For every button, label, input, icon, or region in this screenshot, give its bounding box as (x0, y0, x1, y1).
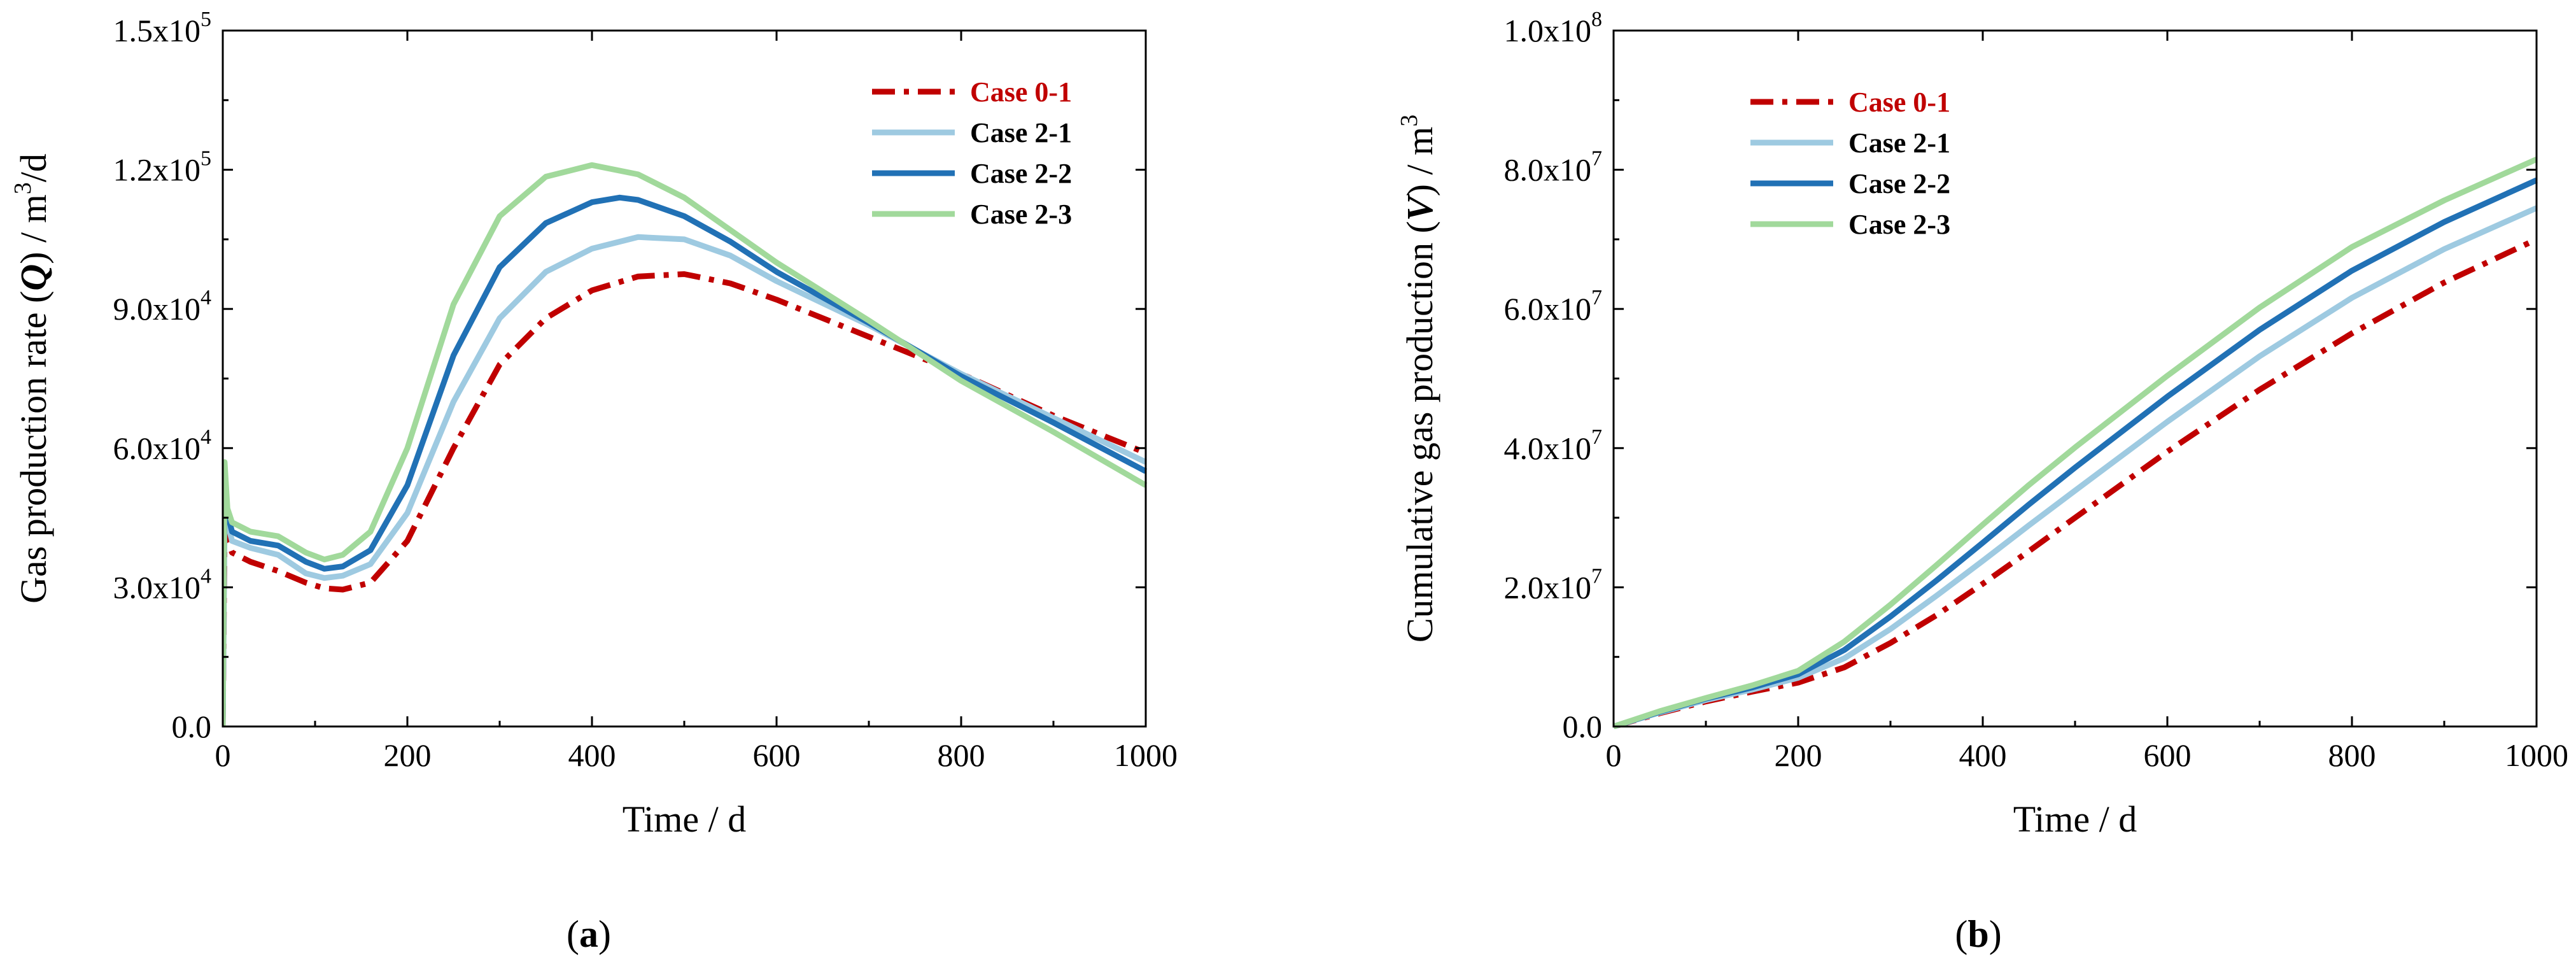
legend: Case 0-1 Case 2-1 Case 2-2 Case 2-3 (872, 76, 1072, 230)
legend-label: Case 2-3 (1848, 209, 1950, 240)
series-line-case-0-1 (1614, 236, 2538, 729)
x-axis-label: Time / d (2013, 798, 2137, 840)
y-axis-label: Cumulative gas production (V) / m3 (1396, 115, 1440, 642)
y-tick-label: 9.0x104 (113, 286, 212, 327)
x-tick-label: 200 (1775, 737, 1822, 773)
plot-frame (1612, 29, 2538, 728)
panel-a-chart: 0 200 400 600 800 1000 0.0 3.0x104 6.0x104 9.0x10… (10, 8, 1178, 955)
x-tick-label: 600 (2144, 737, 2192, 773)
x-tick-label: 400 (568, 737, 616, 773)
y-tick-label: 8.0x107 (1504, 147, 1603, 188)
y-tick-label: 1.5x105 (113, 8, 212, 48)
x-tick-label: 600 (753, 737, 801, 773)
x-tick-label: 800 (2328, 737, 2376, 773)
series-line-case-2-3 (223, 162, 1148, 727)
y-tick-label: 1.2x105 (113, 147, 212, 188)
y-tick-label: 1.0x108 (1504, 8, 1603, 48)
y-axis-label: Gas production rate (Q) / m3/d (10, 153, 54, 604)
y-tick-label: 6.0x107 (1504, 286, 1603, 327)
y-tick-label: 2.0x107 (1504, 564, 1603, 605)
panel-label: (a) (567, 913, 611, 955)
panel-b-chart: 0 200 400 600 800 1000 0.0 2.0x107 4.0x107 6.0x10… (1396, 8, 2568, 955)
y-tick-label: 0.0 (1563, 709, 1603, 744)
x-tick-label: 1000 (2505, 737, 2568, 773)
series-line-case-2-3 (1614, 157, 2538, 729)
legend-label: Case 0-1 (970, 76, 1072, 108)
y-tick-label: 0.0 (172, 709, 212, 744)
x-tick-label: 0 (215, 737, 231, 773)
x-axis-label: Time / d (623, 798, 746, 840)
x-tick-label: 400 (1959, 737, 2007, 773)
x-tick-label: 1000 (1114, 737, 1178, 773)
series-line-case-2-2 (1614, 177, 2538, 729)
legend-label: Case 2-1 (1848, 127, 1950, 159)
y-tick-label: 6.0x104 (113, 425, 212, 466)
x-tick-label: 200 (384, 737, 432, 773)
legend-label: Case 2-2 (970, 158, 1072, 189)
legend-label: Case 2-1 (970, 117, 1072, 148)
legend-label: Case 2-2 (1848, 168, 1950, 199)
panel-label: (b) (1955, 913, 2001, 955)
series-line-case-2-1 (223, 234, 1147, 727)
legend: Case 0-1 Case 2-1 Case 2-2 Case 2-3 (1750, 87, 1950, 240)
x-tick-label: 0 (1606, 737, 1622, 773)
series-group (223, 162, 1148, 727)
series-line-case-0-1 (223, 271, 1147, 727)
legend-label: Case 2-3 (970, 199, 1072, 230)
series-group (1614, 157, 2538, 729)
series-line-case-2-2 (223, 194, 1148, 727)
y-tick-label: 4.0x107 (1504, 425, 1603, 466)
x-tick-label: 800 (938, 737, 985, 773)
legend-label: Case 0-1 (1848, 87, 1950, 118)
y-tick-label: 3.0x104 (113, 564, 212, 605)
